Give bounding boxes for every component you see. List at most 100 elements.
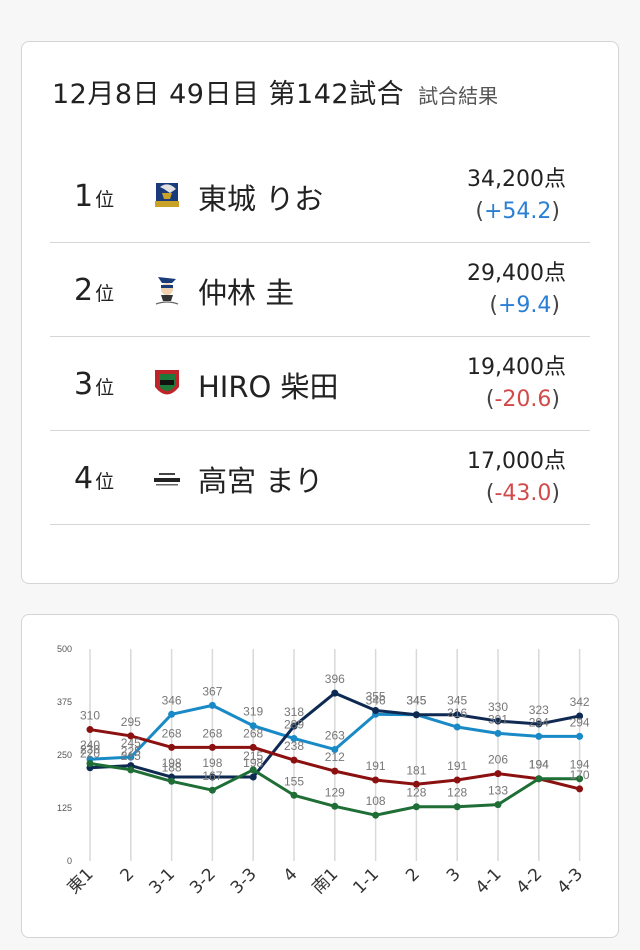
point-delta: (-20.6): [485, 387, 560, 412]
data-label: 167: [202, 769, 222, 783]
data-label: 238: [284, 739, 304, 753]
data-label: 289: [284, 717, 304, 731]
x-tick-label: 4-2: [513, 864, 547, 898]
data-label: 323: [529, 703, 549, 717]
player-name: 東城 りお: [198, 182, 324, 216]
data-point: [453, 803, 461, 811]
data-point: [576, 712, 584, 720]
y-tick-label: 250: [57, 750, 72, 760]
data-label: 194: [529, 758, 549, 772]
x-tick-label: 4: [280, 864, 302, 886]
data-point: [453, 711, 461, 719]
score: 17,000点: [467, 449, 566, 474]
data-point: [535, 732, 543, 740]
data-point: [290, 756, 298, 764]
y-tick-label: 375: [57, 697, 72, 707]
data-label: 133: [488, 784, 508, 798]
data-label: 268: [202, 726, 222, 740]
x-tick-label: 南1: [309, 864, 343, 898]
data-label: 181: [406, 763, 426, 777]
x-tick-label: 4-1: [472, 864, 506, 898]
data-label: 345: [447, 694, 467, 708]
data-label: 268: [243, 726, 263, 740]
data-point: [372, 706, 380, 714]
score: 34,200点: [467, 167, 566, 192]
data-label: 310: [80, 709, 100, 723]
data-label: 245: [121, 736, 141, 750]
y-tick-label: 500: [57, 644, 72, 654]
data-point: [127, 753, 135, 761]
data-point: [86, 726, 94, 734]
data-label: 206: [488, 753, 508, 767]
data-label: 215: [121, 749, 141, 763]
data-label: 220: [80, 747, 100, 761]
data-point: [535, 720, 543, 728]
player-name: HIRO 柴田: [198, 370, 339, 404]
data-point: [372, 776, 380, 784]
data-label: 194: [570, 758, 590, 772]
data-point: [208, 786, 216, 794]
data-label: 346: [366, 693, 386, 707]
data-point: [372, 811, 380, 819]
data-label: 212: [325, 750, 345, 764]
data-point: [494, 729, 502, 737]
data-point: [412, 780, 420, 788]
data-label: 316: [447, 706, 467, 720]
data-point: [331, 767, 339, 775]
data-point: [168, 743, 176, 751]
data-point: [249, 766, 257, 774]
data-point: [249, 773, 257, 781]
data-point: [290, 722, 298, 730]
data-label: 198: [243, 756, 263, 770]
x-tick-label: 4-3: [553, 864, 587, 898]
data-point: [494, 717, 502, 725]
match-subtitle: 試合結果: [418, 84, 499, 108]
point-delta: (+9.4): [489, 293, 560, 318]
y-tick-label: 125: [57, 803, 72, 813]
data-point: [127, 766, 135, 774]
data-label: 170: [570, 768, 590, 782]
data-point: [453, 723, 461, 731]
x-tick-label: 2: [402, 864, 424, 886]
data-label: 225: [121, 745, 141, 759]
data-label: 355: [366, 689, 386, 703]
data-label: 263: [325, 728, 345, 742]
data-label: 128: [406, 786, 426, 800]
data-label: 342: [570, 695, 590, 709]
data-point: [249, 722, 257, 730]
data-label: 268: [162, 726, 182, 740]
data-point: [412, 803, 420, 811]
data-label: 346: [162, 693, 182, 707]
data-label: 188: [162, 760, 182, 774]
data-label: 318: [284, 705, 304, 719]
data-label: 198: [202, 756, 222, 770]
data-point: [249, 743, 257, 751]
data-label: 319: [243, 705, 263, 719]
data-label: 301: [488, 712, 508, 726]
data-label: 294: [570, 715, 590, 729]
data-point: [331, 802, 339, 810]
data-point: [290, 734, 298, 742]
y-tick-label: 0: [67, 856, 72, 866]
data-point: [208, 701, 216, 709]
data-label: 330: [488, 700, 508, 714]
x-tick-label: 3-2: [186, 864, 220, 898]
data-label: 294: [529, 715, 549, 729]
jets-shield-logo: [155, 370, 179, 395]
data-label: 198: [162, 756, 182, 770]
chart-card: 0 125 250 375 500 東1 2 3-1 3-2 3-3 4 南1 1-1 2 3 4-1 4-2 4…: [21, 614, 619, 938]
data-label: 396: [325, 672, 345, 686]
data-point: [290, 791, 298, 799]
data-point: [168, 710, 176, 718]
data-point: [331, 689, 339, 697]
